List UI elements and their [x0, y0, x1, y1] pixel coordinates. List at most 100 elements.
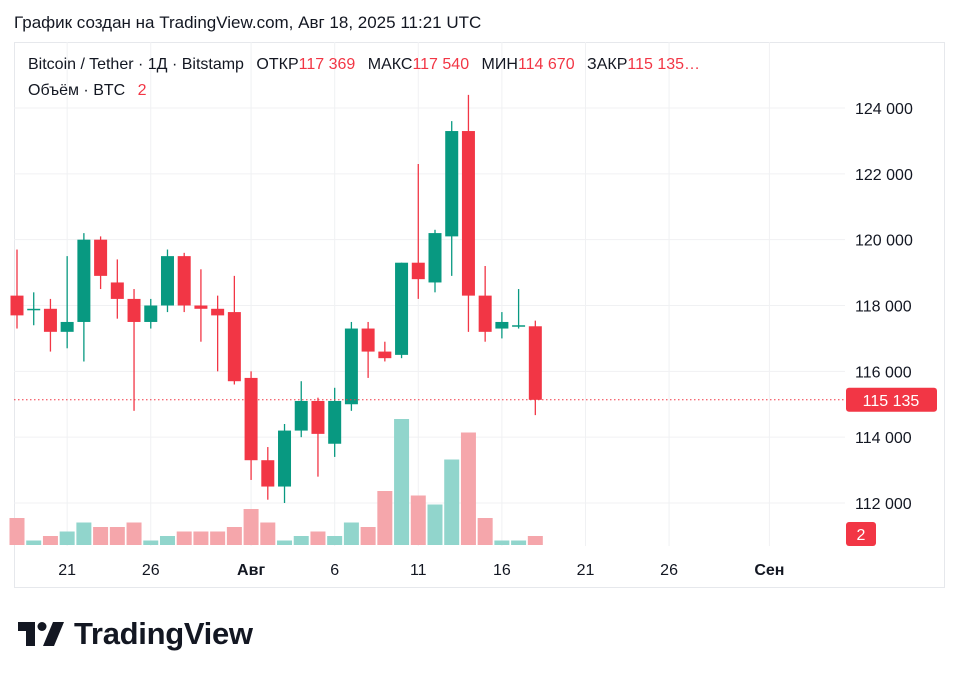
volume-bar: [109, 527, 125, 545]
candle-body: [60, 321, 74, 332]
open-label: ОТКР: [256, 56, 299, 73]
volume-bar: [343, 522, 359, 545]
volume-bar: [210, 531, 226, 545]
price-tick-label: 118 000: [855, 299, 912, 316]
time-tick-label: 26: [660, 562, 678, 579]
volume-label[interactable]: Объём · BTC: [28, 82, 126, 99]
candle-body: [244, 377, 258, 461]
time-tick-label: 16: [493, 562, 511, 579]
volume-bar: [176, 531, 192, 545]
time-axis: 21 26 Авг 6 11 16 21 26 Сен: [58, 562, 784, 579]
candle-body: [344, 328, 358, 405]
axis-badges: 115 135 2: [846, 387, 937, 546]
time-tick-label: 21: [58, 562, 76, 579]
candle-body: [411, 262, 425, 280]
volume-bar: [310, 531, 326, 545]
last-volume-badge-label: 2: [857, 527, 866, 544]
symbol-name[interactable]: Bitcoin / Tether · 1Д · Bitstamp: [28, 56, 244, 73]
candle-body: [227, 312, 241, 382]
candle-body: [144, 305, 158, 322]
symbol-legend: Bitcoin / Tether · 1Д · Bitstamp ОТКР117…: [28, 56, 700, 74]
candle-body: [177, 256, 191, 306]
close-value: 115 135…: [627, 56, 701, 73]
volume-bar: [377, 491, 393, 545]
tradingview-logo-text: TradingView: [74, 616, 253, 651]
chart-caption: График создан на TradingView.com, Авг 18…: [14, 13, 482, 32]
tradingview-logo-icon: [18, 622, 64, 646]
volume-bar: [260, 522, 276, 545]
volume-bar: [394, 419, 410, 545]
candle-body: [512, 325, 526, 327]
price-tick-label: 122 000: [855, 167, 913, 184]
candle-body: [294, 400, 308, 431]
high-value: 117 540: [412, 56, 470, 73]
open-value: 117 369: [298, 56, 356, 73]
volume-bar: [527, 536, 543, 545]
time-tick-label: 26: [142, 562, 160, 579]
candle-body: [361, 328, 375, 352]
price-tick-label: 112 000: [855, 496, 912, 513]
volume-bar: [26, 540, 42, 545]
volume-bar: [277, 540, 293, 545]
volume-bar: [511, 540, 527, 545]
candle-body: [495, 321, 509, 329]
candle-body: [110, 282, 124, 299]
price-tick-label: 114 000: [855, 430, 912, 447]
volume-bar: [410, 495, 426, 545]
volume-bar: [460, 432, 476, 545]
candle-body: [77, 239, 91, 322]
time-tick-label: 11: [410, 562, 427, 579]
candle-body: [261, 460, 275, 487]
time-tick-label: Авг: [237, 562, 265, 579]
low-label: МИН: [481, 56, 518, 73]
price-tick-label: 116 000: [855, 364, 912, 381]
candle-body: [211, 308, 225, 316]
candle-body: [194, 305, 208, 309]
candle-series: [10, 94, 542, 503]
price-axis: 112 000 114 000 116 000 118 000 120 000 122 0…: [855, 101, 913, 513]
volume-bar: [494, 540, 510, 545]
volume-bar: [143, 540, 159, 545]
candle-body: [328, 400, 342, 444]
volume-bar: [293, 536, 309, 545]
candle-body: [311, 400, 325, 434]
time-tick-label: 6: [330, 562, 339, 579]
candle-body: [278, 430, 292, 487]
volume-bar: [9, 518, 25, 545]
chart-grid: [14, 42, 845, 546]
volume-bar: [93, 527, 109, 545]
last-volume-badge: [846, 522, 876, 546]
candle-body: [395, 262, 409, 355]
volume-bar: [327, 536, 343, 545]
low-value: 114 670: [517, 56, 575, 73]
candle-body: [94, 239, 108, 276]
price-tick-label: 124 000: [855, 101, 913, 118]
candle-body: [10, 295, 24, 316]
high-label: МАКС: [367, 56, 413, 73]
candle-body: [160, 256, 174, 306]
volume-bar: [243, 509, 259, 545]
volume-value: 2: [137, 82, 147, 99]
volume-bar: [427, 504, 443, 545]
candle-body: [528, 326, 542, 400]
tradingview-logo[interactable]: TradingView: [18, 616, 253, 652]
volume-bar: [477, 518, 493, 545]
candle-body: [127, 298, 141, 322]
close-label: ЗАКР: [587, 56, 628, 73]
volume-bar: [159, 536, 175, 545]
volume-bar: [444, 459, 460, 545]
last-price-badge-label: 115 135: [863, 393, 920, 410]
volume-bar: [126, 522, 142, 545]
last-price-badge: [846, 387, 937, 412]
candle-body: [27, 308, 41, 311]
volume-bar: [76, 522, 92, 545]
volume-bar: [42, 536, 58, 545]
candle-body: [445, 131, 459, 237]
time-tick-label: 21: [577, 562, 595, 579]
price-tick-label: 120 000: [855, 233, 913, 250]
volume-bar: [59, 531, 75, 545]
time-tick-label: Сен: [754, 562, 784, 579]
volume-bar: [193, 531, 209, 545]
volume-series: [9, 419, 543, 545]
